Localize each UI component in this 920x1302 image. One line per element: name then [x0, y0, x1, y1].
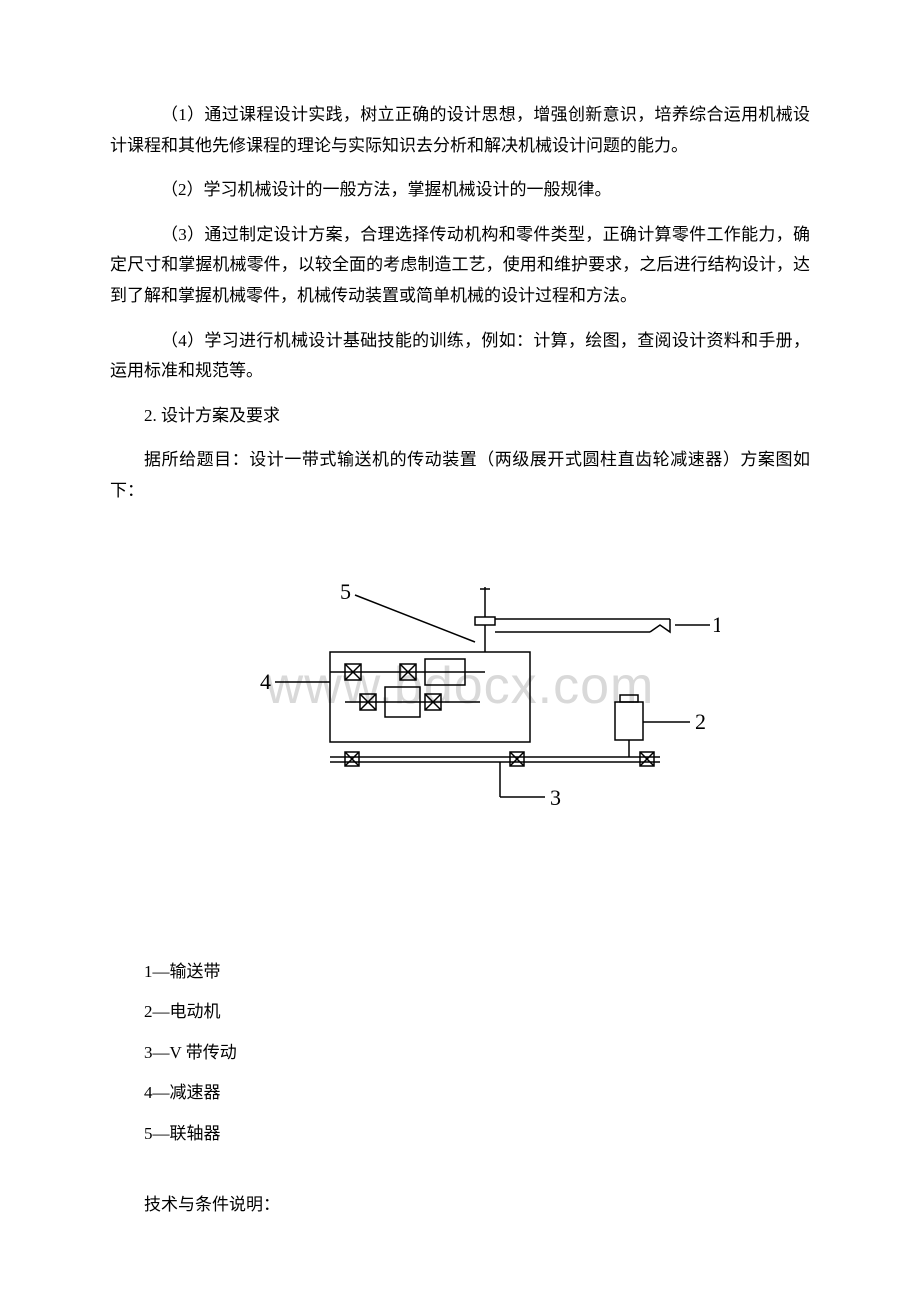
paragraph-4: （4）学习进行机械设计基础技能的训练，例如：计算，绘图，查阅设计资料和手册，运用… — [110, 326, 810, 387]
legend-item-5: 5—联轴器 — [110, 1119, 810, 1150]
diagram-label-5: 5 — [340, 579, 351, 604]
diagram-label-4: 4 — [260, 669, 271, 694]
paragraph-3: （3）通过制定设计方案，合理选择传动机构和零件类型，正确计算零件工作能力，确定尺… — [110, 220, 810, 312]
legend-item-1: 1—输送带 — [110, 957, 810, 988]
legend-item-4: 4—减速器 — [110, 1078, 810, 1109]
paragraph-1: （1）通过课程设计实践，树立正确的设计思想，增强创新意识，培养综合运用机械设计课… — [110, 100, 810, 161]
diagram-container: www.bdocx.com — [110, 557, 810, 817]
paragraph-5: 2. 设计方案及要求 — [110, 401, 810, 432]
diagram-label-3: 3 — [550, 785, 561, 810]
transmission-diagram: 5 1 4 2 3 — [200, 557, 720, 817]
paragraph-2: （2）学习机械设计的一般方法，掌握机械设计的一般规律。 — [110, 175, 810, 206]
legend-item-2: 2—电动机 — [110, 997, 810, 1028]
legend-item-3: 3—V 带传动 — [110, 1038, 810, 1069]
diagram-label-1: 1 — [712, 612, 720, 637]
paragraph-6: 据所给题目：设计一带式输送机的传动装置（两级展开式圆柱直齿轮减速器）方案图如下： — [110, 445, 810, 506]
diagram-label-2: 2 — [695, 709, 706, 734]
footer-text: 技术与条件说明： — [110, 1190, 810, 1221]
